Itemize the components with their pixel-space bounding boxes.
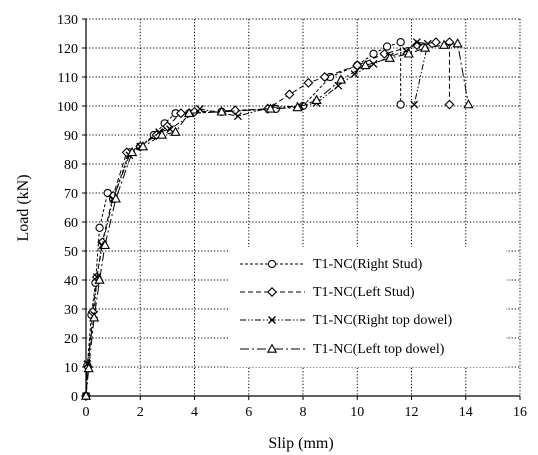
y-axis-title: Load (kN)	[15, 174, 32, 241]
series-1-point-12	[230, 105, 241, 116]
series-0-point-20	[396, 38, 405, 47]
tick-labels: 0 10 20 30 40 50 60 70 80 90 100 110 120 130 0 2 4 6 8 10 12…	[57, 13, 527, 420]
series-0-point-4	[95, 223, 104, 232]
series-group	[80, 37, 474, 401]
series-2-point-11	[233, 112, 242, 121]
legend-label-right-top-dowel: T1-NC(Right top dowel)	[313, 313, 453, 328]
legend: T1-NC(Right Stud) T1-NC(Left Stud) T1-NC…	[230, 247, 506, 367]
legend-box	[230, 247, 506, 367]
y-tick-label-40: 40	[64, 274, 78, 289]
series-2-point-22	[410, 100, 419, 109]
series-3-point-12	[265, 103, 276, 113]
legend-item-left-stud: T1-NC(Left Stud)	[240, 285, 415, 300]
series-2-point-10	[195, 104, 204, 113]
legend-label-right-stud: T1-NC(Right Stud)	[313, 257, 423, 272]
series-3-point-4	[99, 239, 111, 249]
series-1-point-20	[430, 37, 441, 48]
series-2-point-9	[166, 125, 175, 134]
x-tick-label-4: 4	[191, 405, 198, 420]
series-0-point-18	[369, 49, 378, 58]
y-tick-label-60: 60	[64, 216, 78, 231]
series-1-point-10	[175, 108, 186, 119]
series-3-point-18	[403, 48, 414, 58]
legend-item-right-stud: T1-NC(Right Stud)	[240, 257, 423, 272]
y-tick-label-20: 20	[64, 332, 78, 347]
axes	[82, 18, 521, 400]
y-tick-label-90: 90	[64, 129, 78, 144]
series-line-2	[85, 41, 429, 397]
x-tick-label-12: 12	[405, 405, 419, 420]
series-1-point-16	[319, 72, 330, 82]
series-3-point-5	[110, 193, 121, 203]
x-tick-label-2: 2	[137, 405, 144, 420]
series-3-point-22	[463, 99, 474, 109]
x-tick-label-6: 6	[245, 405, 252, 420]
y-tick-label-10: 10	[64, 361, 78, 376]
series-3-point-2	[89, 312, 100, 322]
series-3-point-11	[216, 106, 227, 116]
series-1-point-22	[444, 99, 455, 110]
legend-marker-2	[268, 316, 276, 324]
series-0-point-21	[396, 100, 405, 109]
series-3-point-16	[360, 59, 371, 70]
series-1-point-19	[411, 40, 422, 51]
series-3-point-0	[80, 390, 92, 400]
series-0-point-19	[382, 42, 392, 51]
series-3-point-20	[438, 39, 450, 49]
y-tick-label-30: 30	[64, 303, 78, 318]
legend-marker-0	[267, 259, 277, 269]
y-tick-label-0: 0	[71, 390, 78, 405]
series-3-point-8	[156, 129, 168, 139]
series-3-point-7	[137, 141, 149, 151]
legend-item-left-top-dowel: T1-NC(Left top dowel)	[240, 342, 445, 357]
series-3	[80, 38, 474, 400]
y-tick-label-70: 70	[64, 187, 78, 202]
legend-item-right-top-dowel: T1-NC(Right top dowel)	[240, 313, 453, 328]
legend-label-left-top-dowel: T1-NC(Left top dowel)	[313, 342, 445, 357]
series-line-0	[85, 41, 402, 397]
series-2-point-17	[369, 59, 378, 68]
series-1-point-17	[352, 60, 363, 71]
series-2-point-20	[412, 38, 421, 47]
y-tick-label-50: 50	[64, 245, 78, 260]
x-tick-label-10: 10	[350, 405, 364, 420]
y-tick-label-110: 110	[58, 71, 78, 86]
series-3-point-17	[384, 52, 395, 62]
x-tick-label-14: 14	[459, 405, 473, 420]
series-3-point-1	[83, 362, 94, 373]
series-3-point-6	[126, 146, 138, 157]
legend-marker-1	[267, 287, 277, 297]
y-tick-label-130: 130	[57, 13, 78, 28]
legend-marker-3	[266, 343, 278, 353]
series-3-point-21	[452, 38, 463, 48]
series-1-point-11	[189, 106, 200, 117]
series-2-point-16	[350, 70, 359, 79]
series-3-point-15	[335, 74, 347, 84]
legend-label-left-stud: T1-NC(Left Stud)	[313, 285, 415, 300]
series-3-point-10	[183, 107, 195, 117]
series-3-point-3	[94, 274, 105, 284]
series-3-point-9	[170, 126, 181, 136]
series-3-point-19	[419, 42, 431, 52]
y-tick-label-100: 100	[57, 100, 78, 115]
x-tick-label-8: 8	[300, 405, 307, 420]
series-1-point-14	[284, 89, 295, 100]
series-1-point-15	[303, 77, 314, 88]
x-tick-label-16: 16	[513, 405, 527, 420]
y-tick-label-80: 80	[64, 158, 78, 173]
series-3-point-14	[311, 94, 322, 104]
series-3-point-13	[292, 101, 303, 112]
x-axis-title: Slip (mm)	[268, 435, 333, 452]
series-1-point-18	[379, 48, 390, 59]
y-tick-label-120: 120	[57, 42, 78, 57]
x-tick-label-0: 0	[83, 405, 90, 420]
